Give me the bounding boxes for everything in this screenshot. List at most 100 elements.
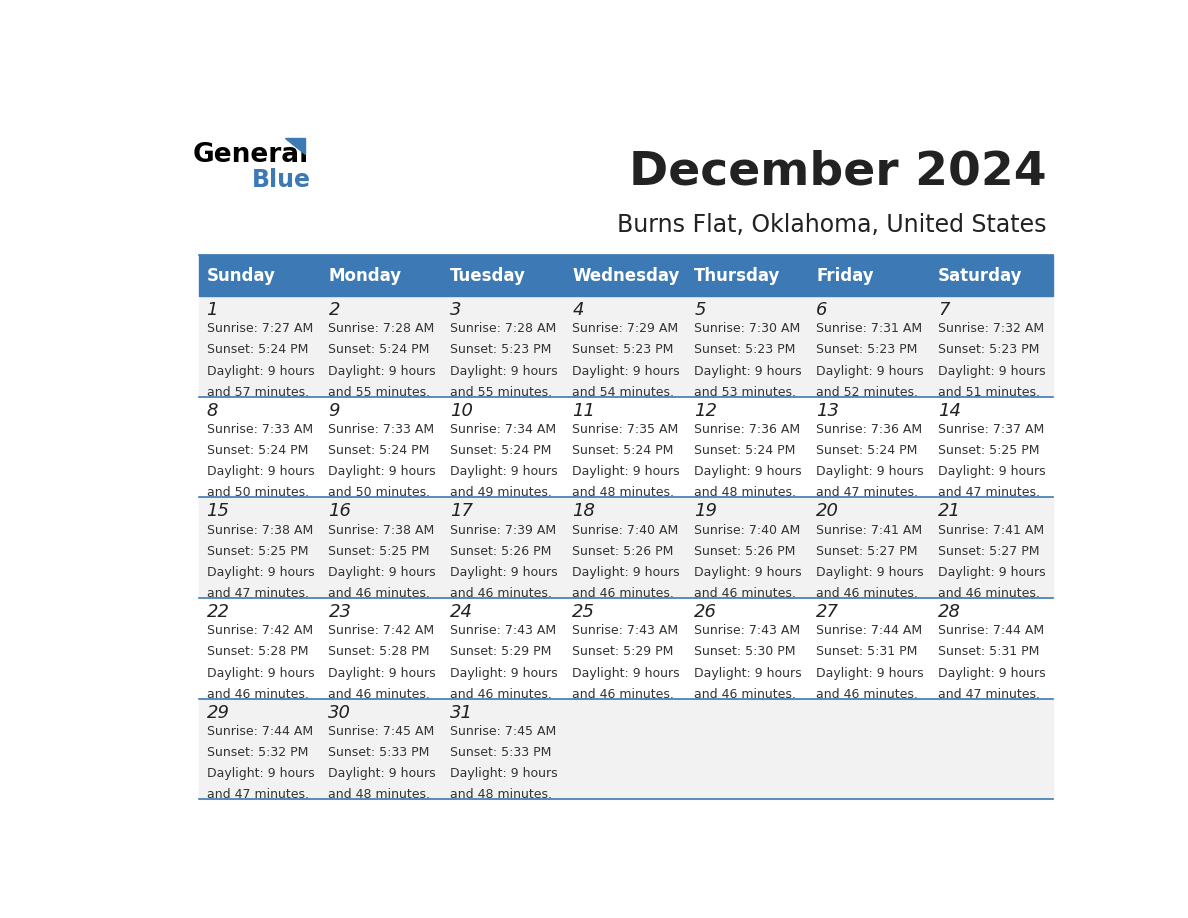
Text: 27: 27 <box>816 603 839 621</box>
Text: Sunrise: 7:34 AM: Sunrise: 7:34 AM <box>450 423 556 436</box>
Text: Sunset: 5:26 PM: Sunset: 5:26 PM <box>573 544 674 558</box>
Text: Sunrise: 7:31 AM: Sunrise: 7:31 AM <box>816 322 922 335</box>
Text: Sunset: 5:23 PM: Sunset: 5:23 PM <box>939 343 1040 356</box>
Bar <box>200 255 321 297</box>
Text: 29: 29 <box>207 703 229 722</box>
Text: Daylight: 9 hours: Daylight: 9 hours <box>573 666 680 679</box>
Text: Sunrise: 7:44 AM: Sunrise: 7:44 AM <box>816 624 922 637</box>
Text: Sunset: 5:24 PM: Sunset: 5:24 PM <box>694 444 796 457</box>
Text: Sunset: 5:25 PM: Sunset: 5:25 PM <box>207 544 308 558</box>
Text: Sunset: 5:26 PM: Sunset: 5:26 PM <box>694 544 796 558</box>
Text: Sunset: 5:24 PM: Sunset: 5:24 PM <box>328 343 430 356</box>
Text: Thursday: Thursday <box>694 266 781 285</box>
Text: Burns Flat, Oklahoma, United States: Burns Flat, Oklahoma, United States <box>617 213 1047 237</box>
Text: 26: 26 <box>694 603 718 621</box>
Text: 6: 6 <box>816 301 828 319</box>
Text: Tuesday: Tuesday <box>450 266 526 285</box>
Text: Sunset: 5:24 PM: Sunset: 5:24 PM <box>816 444 917 457</box>
Text: and 46 minutes.: and 46 minutes. <box>573 588 674 600</box>
Text: Sunrise: 7:41 AM: Sunrise: 7:41 AM <box>939 523 1044 536</box>
Text: Sunset: 5:29 PM: Sunset: 5:29 PM <box>573 645 674 658</box>
Text: and 48 minutes.: and 48 minutes. <box>450 789 552 801</box>
Bar <box>200 598 1053 699</box>
Text: Sunrise: 7:39 AM: Sunrise: 7:39 AM <box>450 523 556 536</box>
Text: and 57 minutes.: and 57 minutes. <box>207 386 309 398</box>
Text: Wednesday: Wednesday <box>573 266 680 285</box>
Text: and 47 minutes.: and 47 minutes. <box>939 487 1040 499</box>
Text: Daylight: 9 hours: Daylight: 9 hours <box>816 666 924 679</box>
Text: Sunrise: 7:36 AM: Sunrise: 7:36 AM <box>694 423 801 436</box>
Text: 13: 13 <box>816 402 839 420</box>
Text: 25: 25 <box>573 603 595 621</box>
Bar <box>200 397 1053 498</box>
Text: 24: 24 <box>450 603 473 621</box>
Bar <box>930 255 1053 297</box>
Text: 18: 18 <box>573 502 595 521</box>
Text: Sunday: Sunday <box>207 266 276 285</box>
Text: and 48 minutes.: and 48 minutes. <box>328 789 430 801</box>
Text: Daylight: 9 hours: Daylight: 9 hours <box>328 465 436 478</box>
Text: Sunset: 5:33 PM: Sunset: 5:33 PM <box>328 746 430 759</box>
Text: Sunrise: 7:44 AM: Sunrise: 7:44 AM <box>939 624 1044 637</box>
Text: and 47 minutes.: and 47 minutes. <box>207 588 309 600</box>
Text: Daylight: 9 hours: Daylight: 9 hours <box>207 465 314 478</box>
Text: Daylight: 9 hours: Daylight: 9 hours <box>694 666 802 679</box>
Text: Daylight: 9 hours: Daylight: 9 hours <box>573 465 680 478</box>
Bar <box>200 498 1053 598</box>
Text: and 46 minutes.: and 46 minutes. <box>207 688 309 700</box>
Text: Sunset: 5:33 PM: Sunset: 5:33 PM <box>450 746 551 759</box>
Text: and 46 minutes.: and 46 minutes. <box>573 688 674 700</box>
Text: Sunset: 5:27 PM: Sunset: 5:27 PM <box>816 544 917 558</box>
Text: and 46 minutes.: and 46 minutes. <box>328 588 430 600</box>
Text: and 46 minutes.: and 46 minutes. <box>939 588 1040 600</box>
Text: 17: 17 <box>450 502 473 521</box>
Text: and 50 minutes.: and 50 minutes. <box>207 487 309 499</box>
Text: Daylight: 9 hours: Daylight: 9 hours <box>573 364 680 377</box>
Text: and 55 minutes.: and 55 minutes. <box>328 386 430 398</box>
Text: Sunset: 5:29 PM: Sunset: 5:29 PM <box>450 645 551 658</box>
Text: Daylight: 9 hours: Daylight: 9 hours <box>939 565 1045 579</box>
Text: Daylight: 9 hours: Daylight: 9 hours <box>328 565 436 579</box>
Text: and 46 minutes.: and 46 minutes. <box>694 588 796 600</box>
Text: Sunset: 5:32 PM: Sunset: 5:32 PM <box>207 746 308 759</box>
Text: Daylight: 9 hours: Daylight: 9 hours <box>207 565 314 579</box>
Text: Daylight: 9 hours: Daylight: 9 hours <box>328 666 436 679</box>
Text: 22: 22 <box>207 603 229 621</box>
Text: Daylight: 9 hours: Daylight: 9 hours <box>328 767 436 780</box>
Text: Sunrise: 7:35 AM: Sunrise: 7:35 AM <box>573 423 678 436</box>
Text: Daylight: 9 hours: Daylight: 9 hours <box>816 364 924 377</box>
Bar <box>565 255 687 297</box>
Text: Sunrise: 7:32 AM: Sunrise: 7:32 AM <box>939 322 1044 335</box>
Text: 14: 14 <box>939 402 961 420</box>
Text: 30: 30 <box>328 703 352 722</box>
Text: 21: 21 <box>939 502 961 521</box>
Text: Daylight: 9 hours: Daylight: 9 hours <box>939 364 1045 377</box>
Text: Sunset: 5:28 PM: Sunset: 5:28 PM <box>328 645 430 658</box>
Text: Daylight: 9 hours: Daylight: 9 hours <box>694 364 802 377</box>
Text: 28: 28 <box>939 603 961 621</box>
Bar <box>321 255 443 297</box>
Text: and 46 minutes.: and 46 minutes. <box>816 688 918 700</box>
Text: Sunrise: 7:36 AM: Sunrise: 7:36 AM <box>816 423 922 436</box>
Text: Sunrise: 7:30 AM: Sunrise: 7:30 AM <box>694 322 801 335</box>
Text: and 48 minutes.: and 48 minutes. <box>573 487 675 499</box>
Text: Friday: Friday <box>816 266 873 285</box>
Text: Sunrise: 7:33 AM: Sunrise: 7:33 AM <box>328 423 435 436</box>
Text: and 46 minutes.: and 46 minutes. <box>450 688 552 700</box>
Text: Daylight: 9 hours: Daylight: 9 hours <box>573 565 680 579</box>
Text: 12: 12 <box>694 402 718 420</box>
Text: Sunset: 5:25 PM: Sunset: 5:25 PM <box>939 444 1040 457</box>
Text: and 52 minutes.: and 52 minutes. <box>816 386 918 398</box>
Text: 8: 8 <box>207 402 219 420</box>
Text: and 46 minutes.: and 46 minutes. <box>450 588 552 600</box>
Text: Monday: Monday <box>328 266 402 285</box>
Text: and 48 minutes.: and 48 minutes. <box>694 487 796 499</box>
Text: December 2024: December 2024 <box>628 149 1047 194</box>
Text: 31: 31 <box>450 703 473 722</box>
Text: Daylight: 9 hours: Daylight: 9 hours <box>694 465 802 478</box>
Text: 16: 16 <box>328 502 352 521</box>
Text: and 51 minutes.: and 51 minutes. <box>939 386 1040 398</box>
Text: Daylight: 9 hours: Daylight: 9 hours <box>450 666 558 679</box>
Bar <box>443 255 565 297</box>
Text: and 54 minutes.: and 54 minutes. <box>573 386 675 398</box>
